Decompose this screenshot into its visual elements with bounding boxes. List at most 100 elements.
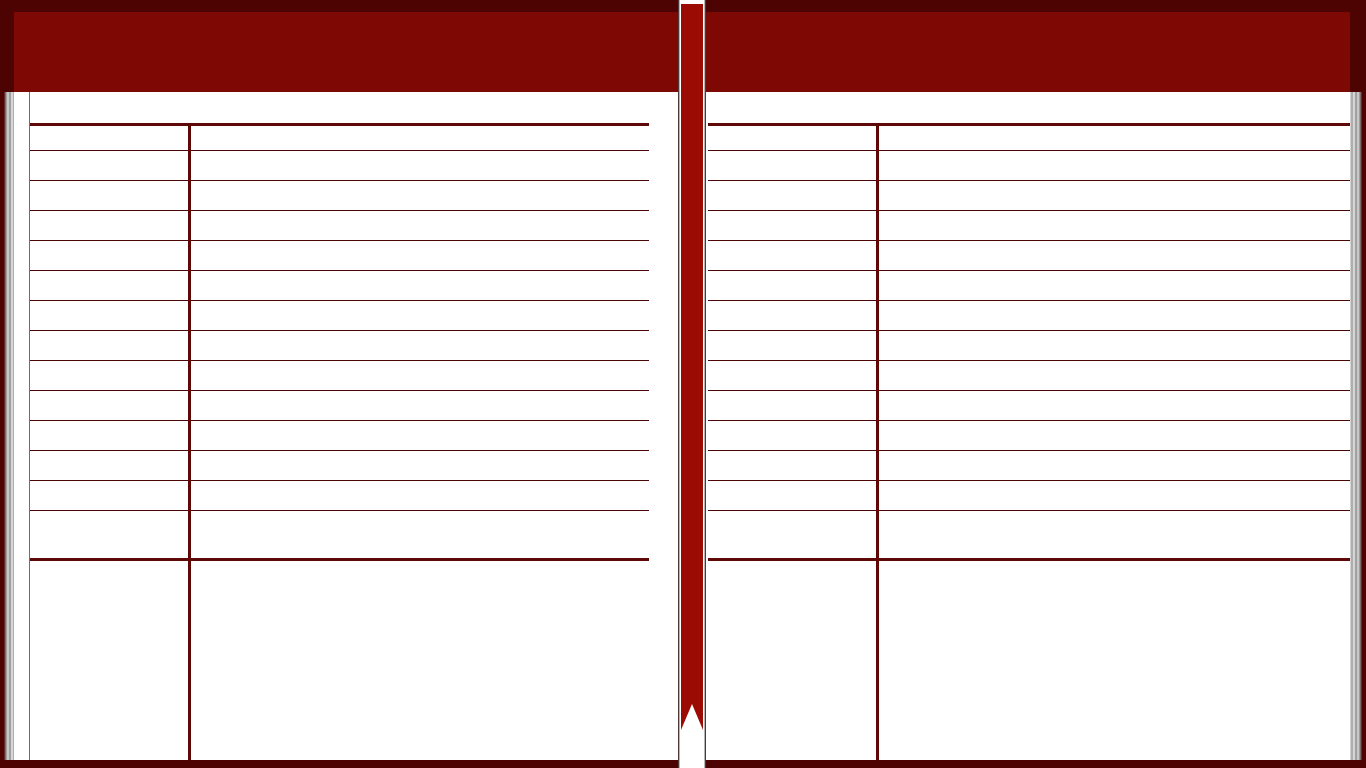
notes-label [30, 559, 191, 760]
table-cell[interactable] [877, 390, 1350, 421]
table-row [30, 510, 649, 561]
table-row [30, 450, 649, 481]
left-log-table [30, 123, 649, 760]
table-cell[interactable] [30, 300, 191, 331]
table-row [708, 450, 1350, 481]
table-cell[interactable] [30, 510, 191, 561]
table-row [30, 300, 649, 331]
bookmark-ribbon-icon[interactable] [681, 4, 703, 730]
notes-field[interactable] [878, 560, 1351, 761]
table-cell[interactable] [877, 123, 1350, 151]
table-row [708, 180, 1350, 211]
table-row [30, 420, 649, 451]
table-cell[interactable] [30, 420, 191, 451]
table-row [30, 123, 649, 151]
table-row [30, 270, 649, 301]
table-cell[interactable] [30, 210, 191, 241]
right-page-header [706, 12, 1350, 92]
table-row [708, 210, 1350, 241]
table-row [30, 180, 649, 211]
table-cell[interactable] [708, 450, 879, 481]
table-cell[interactable] [30, 180, 191, 211]
table-cell[interactable] [708, 390, 879, 421]
table-cell[interactable] [30, 270, 191, 301]
bookmark-ribbon-shape [681, 4, 703, 730]
right-page-edges [1350, 92, 1362, 760]
table-cell[interactable] [189, 123, 649, 151]
table-row [708, 360, 1350, 391]
table-cell[interactable] [30, 390, 191, 421]
table-cell[interactable] [189, 480, 649, 511]
notes-label [708, 559, 879, 760]
table-cell[interactable] [189, 300, 649, 331]
notes-field[interactable] [190, 560, 650, 761]
left-page-header [14, 12, 678, 92]
table-cell[interactable] [30, 150, 191, 181]
table-cell[interactable] [708, 240, 879, 271]
table-cell[interactable] [877, 300, 1350, 331]
table-cell[interactable] [877, 210, 1350, 241]
table-cell[interactable] [708, 480, 879, 511]
table-cell[interactable] [877, 150, 1350, 181]
notes-row [708, 559, 1351, 761]
table-cell[interactable] [30, 123, 191, 151]
table-cell[interactable] [877, 510, 1350, 561]
table-cell[interactable] [189, 330, 649, 361]
left-page-edges [4, 92, 16, 760]
table-cell[interactable] [189, 420, 649, 451]
table-row [30, 480, 649, 511]
table-row [708, 240, 1350, 271]
table-row [30, 360, 649, 391]
table-row [708, 330, 1350, 361]
table-cell[interactable] [877, 330, 1350, 361]
table-cell[interactable] [708, 330, 879, 361]
table-cell[interactable] [877, 420, 1350, 451]
table-cell[interactable] [30, 450, 191, 481]
table-cell[interactable] [189, 150, 649, 181]
table-cell[interactable] [708, 150, 879, 181]
table-row [708, 270, 1350, 301]
left-page [14, 12, 678, 760]
table-row [30, 330, 649, 361]
table-cell[interactable] [877, 360, 1350, 391]
table-row [708, 150, 1350, 181]
table-row [30, 150, 649, 181]
table-cell[interactable] [877, 480, 1350, 511]
table-cell[interactable] [708, 360, 879, 391]
table-row [30, 210, 649, 241]
table-cell[interactable] [189, 510, 649, 561]
table-cell[interactable] [189, 390, 649, 421]
table-row [30, 240, 649, 271]
table-cell[interactable] [189, 450, 649, 481]
table-cell[interactable] [189, 180, 649, 211]
table-cell[interactable] [708, 180, 879, 211]
table-row [708, 420, 1350, 451]
table-cell[interactable] [30, 240, 191, 271]
table-cell[interactable] [189, 360, 649, 391]
right-log-table [708, 123, 1350, 760]
table-cell[interactable] [30, 330, 191, 361]
table-cell[interactable] [708, 123, 879, 151]
table-cell[interactable] [708, 270, 879, 301]
table-cell[interactable] [708, 420, 879, 451]
table-cell[interactable] [189, 270, 649, 301]
table-cell[interactable] [708, 300, 879, 331]
table-row [708, 480, 1350, 511]
table-row [708, 510, 1350, 561]
table-cell[interactable] [708, 210, 879, 241]
right-page [706, 12, 1350, 760]
table-cell[interactable] [189, 240, 649, 271]
table-row [708, 390, 1350, 421]
table-cell[interactable] [30, 360, 191, 391]
table-cell[interactable] [877, 180, 1350, 211]
table-row [708, 300, 1350, 331]
table-cell[interactable] [189, 210, 649, 241]
table-cell[interactable] [877, 450, 1350, 481]
notes-row [30, 559, 650, 761]
table-cell[interactable] [708, 510, 879, 561]
table-cell[interactable] [30, 480, 191, 511]
table-cell[interactable] [877, 270, 1350, 301]
table-cell[interactable] [877, 240, 1350, 271]
table-row [708, 123, 1350, 151]
